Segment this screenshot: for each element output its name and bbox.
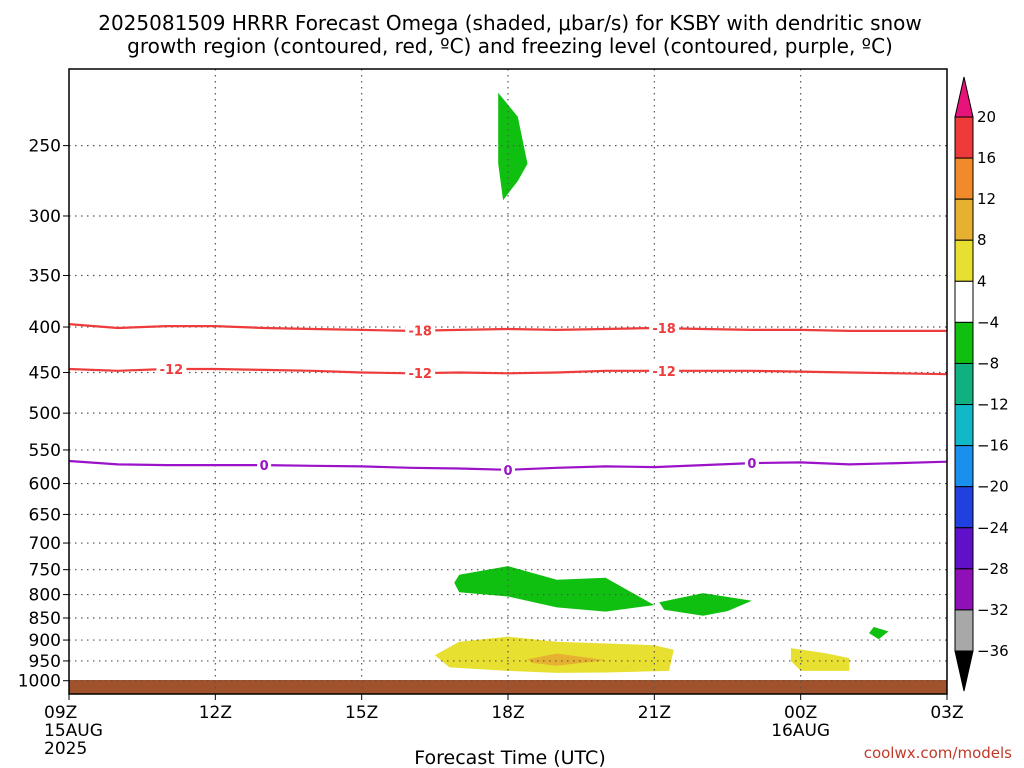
contour-line--12 [68,367,948,376]
colorbar-tick-label-12: −32 [977,601,1009,619]
contour-label-bg-0-2 [744,455,759,471]
y-tick-label-750: 750 [29,561,61,581]
colorbar-tick-label-4: 4 [977,272,987,290]
colorbar-segment-6 [954,362,974,406]
x-tick-label-00Z: 00Z [784,703,817,723]
omega-region-6 [527,653,606,666]
omega-region-3 [869,627,889,640]
colorbar-segment-5 [954,321,974,364]
contour-label-0-0: 0 [260,459,269,474]
contour-label-bg--18-0 [405,322,436,338]
y-tick-label-450: 450 [29,363,61,383]
contour-line--18 [68,323,947,332]
omega-shading-layer [434,92,889,673]
y-axis-ticks: 2503003504004505005506006507007508008509… [18,137,69,692]
colorbar-tick-label-11: −28 [977,560,1009,578]
y-tick-label-650: 650 [29,505,61,525]
colorbar-tick-label-0: 20 [977,108,996,126]
colorbar-segment-3 [954,239,974,282]
colorbar-tick-label-7: −12 [977,396,1009,414]
chart-title-line1: 2025081509 HRRR Forecast Omega (shaded, … [98,11,922,35]
colorbar-top-triangle [954,76,974,118]
contour-label--12-1: -12 [408,367,432,382]
colorbar-tick-label-5: −4 [977,313,999,331]
colorbar-segment-4 [954,280,974,323]
contour-label-0-1: 0 [503,464,512,479]
contour-label-bg--12-1 [405,365,436,381]
x-tick-label-21Z: 21Z [638,703,671,723]
contour-label-bg--12-0 [156,361,187,377]
y-tick-label-250: 250 [29,137,61,157]
colorbar-segment-0 [954,116,974,159]
y-tick-label-600: 600 [29,475,61,495]
x-tick-label-12Z: 12Z [199,703,232,723]
colorbar-segment-1 [954,157,974,200]
contour-label-0-2: 0 [747,457,756,472]
omega-region-0 [498,92,528,201]
colorbar-segment-7 [954,404,974,447]
contour-label--18-1: -18 [652,322,676,337]
colorbar-segment-10 [954,527,974,570]
x-tick-label-09Z: 09Z [44,703,77,723]
contour-label-bg-0-1 [501,461,515,477]
y-tick-label-850: 850 [29,609,61,629]
colorbar-tick-label-3: 8 [977,231,987,249]
y-tick-label-300: 300 [29,207,61,227]
colorbar-tick-label-13: −36 [977,642,1009,660]
x-tick-label-18Z: 18Z [491,703,524,723]
colorbar-tick-label-1: 16 [977,149,996,167]
y-tick-label-400: 400 [29,318,61,338]
y-tick-label-550: 550 [29,441,61,461]
omega-region-5 [790,648,850,671]
chart-title-line2: growth region (contoured, red, ºC) and f… [127,34,893,58]
y-tick-label-900: 900 [29,631,61,651]
x-axis-label: Forecast Time (UTC) [414,747,605,768]
colorbar-tick-label-2: 12 [977,190,996,208]
x-tick-date-00Z: 16AUG [771,721,830,741]
contour-label-bg--18-1 [649,320,680,336]
y-tick-label-350: 350 [29,266,61,286]
x-tick-label-03Z: 03Z [930,703,963,723]
colorbar-segment-8 [954,445,974,488]
contour-label-bg-0-0 [257,457,272,473]
y-tick-label-800: 800 [29,586,61,606]
omega-region-2 [659,593,752,616]
colorbar-segment-9 [954,486,974,529]
colorbar-segment-2 [954,198,974,241]
colorbar: 20 16 12 8 4 −4 −8 −12 −16 −20 −24 −28 −32 −36 [954,76,1009,692]
colorbar-tick-label-8: −16 [977,437,1009,455]
contour-label--12-0: -12 [160,363,184,378]
y-tick-label-950: 950 [29,652,61,672]
colorbar-tick-label-9: −20 [977,478,1009,496]
colorbar-segment-12 [954,609,974,652]
colorbar-segment-11 [954,568,974,611]
temperature-contours: -18 -18 -12 -12 -12 0 0 0 [68,320,948,479]
y-tick-label-700: 700 [29,534,61,554]
contour-label-bg--12-2 [649,362,680,378]
grid-lines [69,69,947,694]
contour-label--18-0: -18 [408,325,432,340]
x-tick-label-15Z: 15Z [345,703,378,723]
omega-region-1 [454,566,655,612]
colorbar-bottom-triangle [954,650,974,692]
y-tick-label-1000: 1000 [18,672,61,692]
x-tick-date-09Z: 15AUG [44,721,103,741]
colorbar-tick-label-10: −24 [977,519,1009,537]
credit-link[interactable]: coolwx.com/models [864,744,1012,762]
contour-label--12-2: -12 [652,365,676,380]
colorbar-tick-label-6: −8 [977,354,999,372]
x-tick-year-09Z: 2025 [44,739,87,759]
y-tick-label-500: 500 [29,404,61,424]
